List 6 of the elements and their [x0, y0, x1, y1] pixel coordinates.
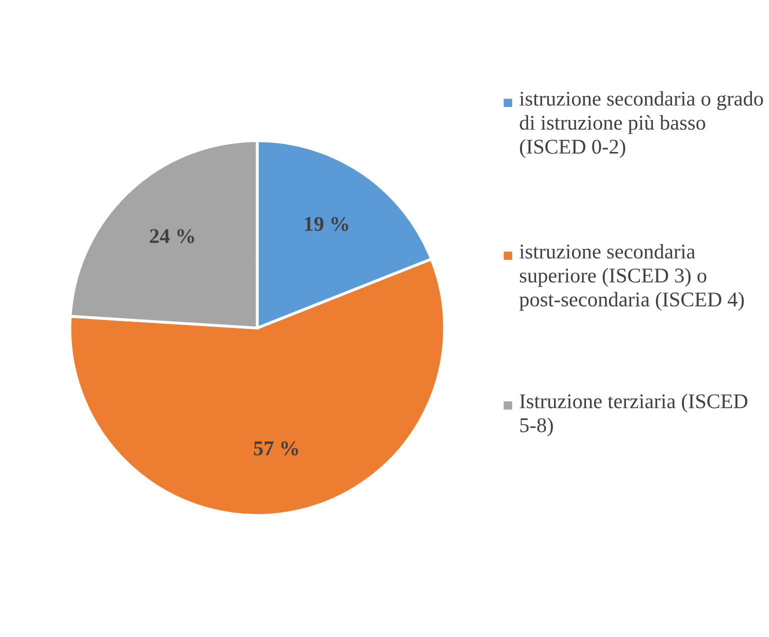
data-label: 19 % — [304, 216, 348, 232]
data-label: 24 % — [150, 229, 194, 244]
data-label: 57 % — [254, 441, 298, 456]
legend-label: Istruzione terziaria (ISCED 5-8) — [520, 394, 748, 437]
legend-label: istruzione secondaria o grado di istruzione più basso (ISCED 0-2) — [520, 91, 763, 158]
legend-label: istruzione secondaria superiore (ISCED 3) o post-secondaria (ISCED 4) — [519, 244, 744, 311]
